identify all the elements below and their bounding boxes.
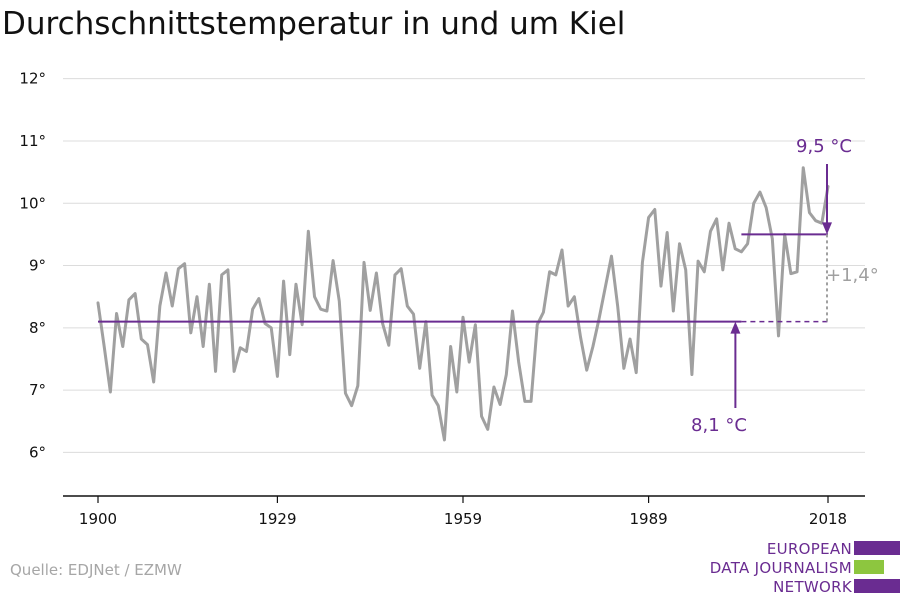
x-tick-label: 1959 xyxy=(444,510,482,528)
logo-line-2: DATA JOURNALISM xyxy=(709,559,852,577)
logo-bar-1 xyxy=(854,541,900,555)
chart-title: Durchschnittstemperatur in und um Kiel xyxy=(2,6,626,42)
y-tick-label: 8° xyxy=(29,319,46,337)
x-tick-label: 2018 xyxy=(809,510,847,528)
y-tick-label: 9° xyxy=(29,257,46,275)
logo-line-3: NETWORK xyxy=(773,578,852,596)
x-tick-label: 1989 xyxy=(629,510,667,528)
y-tick-label: 10° xyxy=(19,194,46,212)
source-note: Quelle: EDJNet / EZMW xyxy=(10,561,182,579)
y-tick-label: 7° xyxy=(29,381,46,399)
logo-bar-2 xyxy=(854,560,884,574)
arrow-recent-head xyxy=(822,222,832,235)
reference-lines xyxy=(98,233,828,323)
x-tick-label: 1929 xyxy=(258,510,296,528)
logo-text: EUROPEAN DATA JOURNALISM NETWORK xyxy=(710,540,852,597)
series-layer xyxy=(96,166,830,442)
arrow-baseline-head xyxy=(730,321,741,334)
label-baseline-mean: 8,1 °C xyxy=(691,415,747,436)
y-axis: 6° 7° 8° 9° 10° 11° 12° xyxy=(19,70,46,462)
label-recent-mean: 9,5 °C xyxy=(796,136,852,157)
logo-bar-3 xyxy=(854,579,900,593)
label-difference: +1,4° xyxy=(826,265,879,286)
x-tick-label: 1900 xyxy=(79,510,117,528)
y-tick-label: 11° xyxy=(19,132,46,150)
edjnet-logo: EUROPEAN DATA JOURNALISM NETWORK xyxy=(700,540,900,596)
series-line-1 xyxy=(96,166,830,442)
y-tick-label: 6° xyxy=(29,443,46,461)
y-tick-label: 12° xyxy=(19,70,46,88)
annotations: 9,5 °C 8,1 °C +1,4° xyxy=(691,136,879,436)
x-axis: 1900 1929 1959 1989 2018 xyxy=(63,495,865,528)
logo-line-1: EUROPEAN xyxy=(766,540,852,558)
